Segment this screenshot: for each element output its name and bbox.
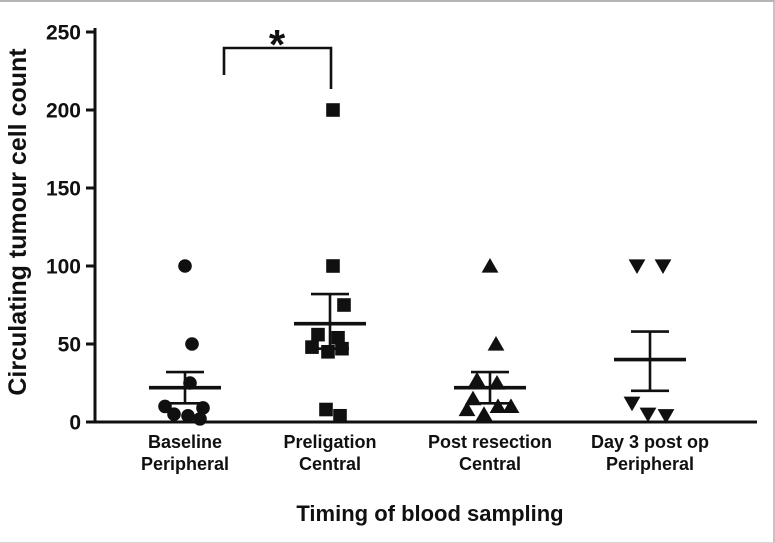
data-point-square [333,408,347,423]
group-label-line2: Central [299,454,361,474]
data-point-square [321,345,335,359]
data-point-square [319,402,333,417]
data-point-square [326,259,340,273]
data-point-square [326,103,340,117]
data-point-triangle-down [628,259,646,274]
data-point-triangle-up [481,258,499,273]
data-point-square [305,340,319,354]
group-label-line2: Central [459,454,521,474]
data-point-circle [178,259,192,273]
y-tick-label: 100 [46,256,81,279]
significance-asterisk: * [269,21,286,68]
y-tick-label: 200 [46,100,81,123]
y-tick-label: 250 [46,22,81,45]
data-point-triangle-up [502,398,520,413]
data-point-circle [196,401,210,415]
data-point-triangle-up [489,398,507,413]
group-label-line2: Peripheral [606,454,694,474]
data-point-circle [167,407,181,422]
y-tick-label: 0 [69,412,81,435]
data-point-triangle-up [475,406,493,421]
data-point-circle [181,408,195,423]
data-point-triangle-down [623,396,641,412]
data-point-triangle-down [657,409,675,424]
data-point-circle [185,337,199,351]
x-axis-title: Timing of blood sampling [296,501,563,526]
significance-bracket [222,46,333,89]
data-point-circle [183,376,197,390]
data-point-triangle-down [639,407,657,423]
data-point-square [337,298,351,312]
y-tick-label: 150 [46,178,81,201]
data-point-circle [193,412,207,426]
group-label-line1: Preligation [283,432,376,452]
data-point-triangle-up [464,390,482,406]
y-tick-label: 50 [58,334,81,357]
data-point-triangle-down [654,259,672,274]
data-point-square [335,341,349,356]
group-label-line1: Day 3 post op [591,432,709,452]
data-point-triangle-up [488,375,506,390]
data-point-triangle-up [487,336,505,351]
group-label-line1: Baseline [148,432,222,452]
y-axis-title: Circulating tumour cell count [4,48,32,396]
data-point-triangle-up [468,371,486,387]
group-label-line2: Peripheral [141,454,229,474]
data-point-triangle-up [458,401,476,417]
data-point-circle [158,399,172,414]
data-point-square [331,330,345,345]
group-label-line1: Post resection [428,432,552,452]
data-point-square [311,327,325,342]
